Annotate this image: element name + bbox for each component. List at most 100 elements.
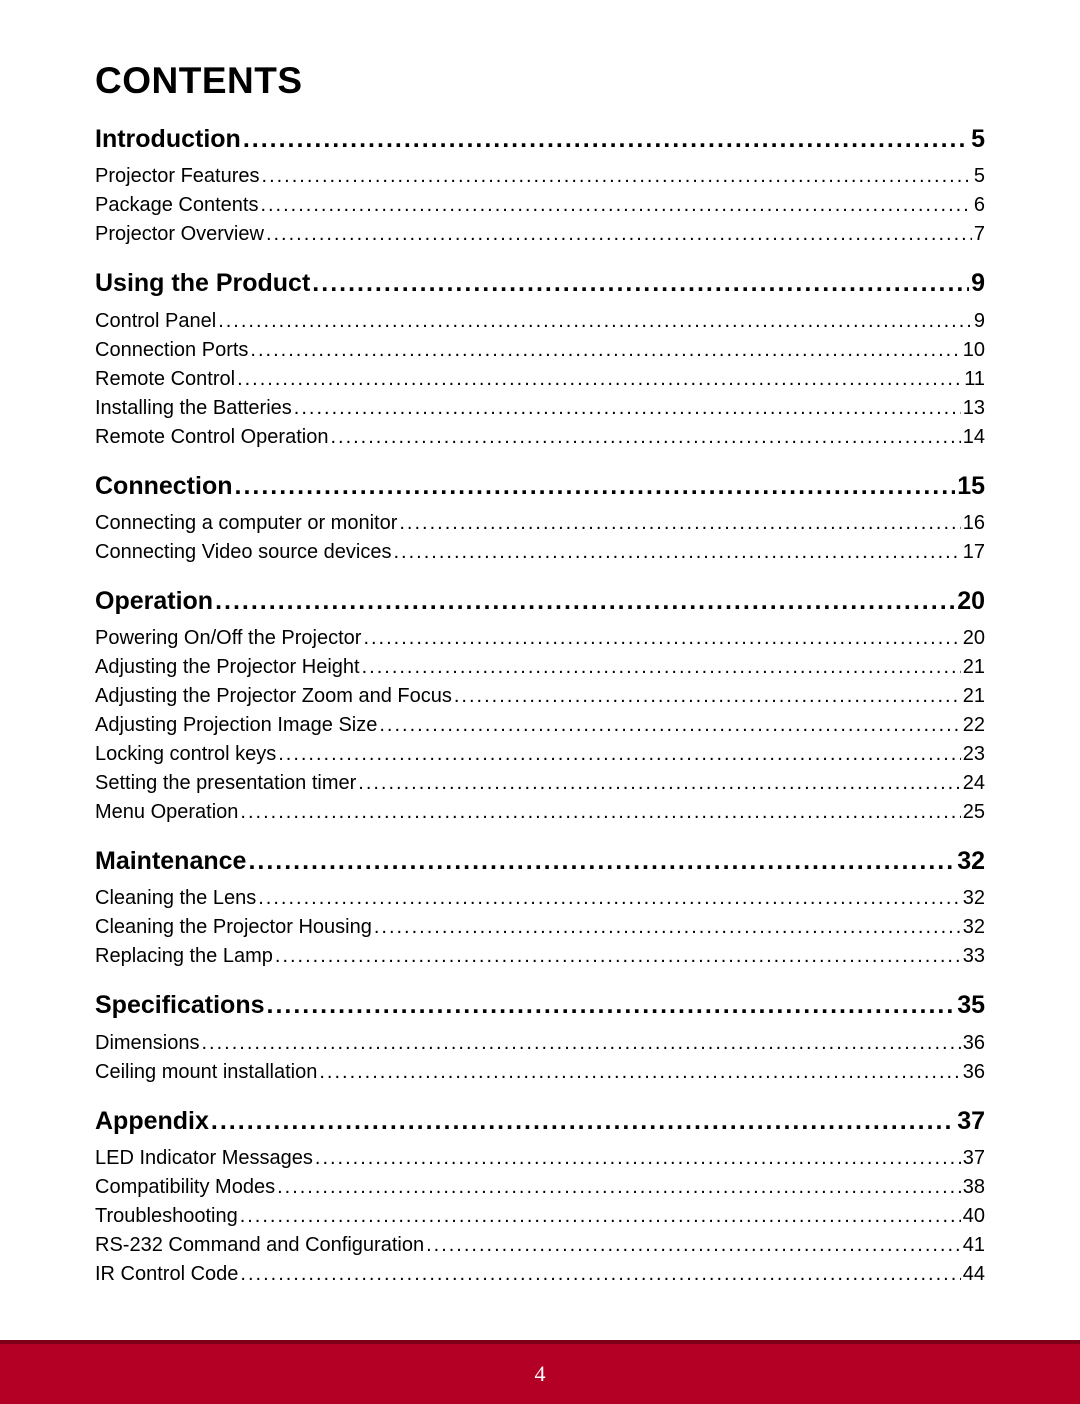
toc-sub-row[interactable]: Replacing the Lamp .....................… [95,943,985,970]
toc-sub-page: 9 [972,308,985,335]
toc-leader-dots: ........................................… [313,1145,961,1172]
toc-sub-row[interactable]: IR Control Code ........................… [95,1261,985,1288]
toc-sub-label: Menu Operation [95,799,238,826]
toc-sub-page: 17 [961,539,985,566]
toc-leader-dots: ........................................… [372,914,961,941]
toc-leader-dots: ........................................… [391,539,960,566]
toc-section: Operation ..............................… [95,586,985,826]
toc-sub-row[interactable]: Setting the presentation timer .........… [95,770,985,797]
toc-leader-dots: ........................................… [360,654,961,681]
toc-sub-row[interactable]: Dimensions .............................… [95,1030,985,1057]
toc-sub-page: 7 [972,221,985,248]
toc-sub-label: Setting the presentation timer [95,770,356,797]
contents-heading: CONTENTS [95,60,985,102]
toc-sub-label: Control Panel [95,308,216,335]
content-area: CONTENTS Introduction ..................… [0,0,1080,1288]
toc-leader-dots: ........................................… [397,510,960,537]
toc-sub-page: 36 [961,1030,985,1057]
toc-sub-row[interactable]: Cleaning the Projector Housing .........… [95,914,985,941]
toc-sub-label: Projector Features [95,163,260,190]
toc-sub-row[interactable]: Adjusting the Projector Height .........… [95,654,985,681]
toc-leader-dots: ........................................… [377,712,960,739]
toc-sub-label: Installing the Batteries [95,395,292,422]
toc-leader-dots: ........................................… [273,943,961,970]
toc-leader-dots: ........................................… [241,124,969,155]
toc-section-row[interactable]: Introduction ...........................… [95,124,985,155]
toc-section: Introduction ...........................… [95,124,985,248]
toc-sub-row[interactable]: Compatibility Modes ....................… [95,1174,985,1201]
toc-section: Specifications .........................… [95,990,985,1085]
toc-sub-page: 24 [961,770,985,797]
footer-band: 4 [0,1344,1080,1404]
toc-sub-page: 25 [961,799,985,826]
toc-section-row[interactable]: Using the Product ......................… [95,268,985,299]
toc-section-label: Appendix [95,1106,209,1137]
toc-sub-label: Adjusting Projection Image Size [95,712,377,739]
toc-sub-row[interactable]: Adjusting Projection Image Size ........… [95,712,985,739]
toc-section-page: 20 [955,586,985,617]
toc-section-row[interactable]: Connection .............................… [95,471,985,502]
toc-sub-row[interactable]: Installing the Batteries ...............… [95,395,985,422]
toc-sub-label: Adjusting the Projector Height [95,654,360,681]
toc-sub-row[interactable]: Locking control keys ...................… [95,741,985,768]
toc-leader-dots: ........................................… [452,683,961,710]
toc-sub-page: 5 [972,163,985,190]
toc-sub-page: 6 [972,192,985,219]
toc-section-row[interactable]: Operation ..............................… [95,586,985,617]
toc-sub-row[interactable]: LED Indicator Messages .................… [95,1145,985,1172]
toc-sub-row[interactable]: Connecting Video source devices ........… [95,539,985,566]
toc-sub-label: Dimensions [95,1030,199,1057]
toc-sub-label: Cleaning the Lens [95,885,256,912]
toc-leader-dots: ........................................… [238,1261,960,1288]
toc-section-page: 9 [969,268,985,299]
toc-leader-dots: ........................................… [235,366,962,393]
toc-section: Using the Product ......................… [95,268,985,450]
toc-sub-page: 13 [961,395,985,422]
toc-sub-row[interactable]: Control Panel ..........................… [95,308,985,335]
toc-section-row[interactable]: Appendix ...............................… [95,1106,985,1137]
footer-page-number: 4 [535,1361,546,1387]
toc-sub-row[interactable]: Projector Overview .....................… [95,221,985,248]
toc-sub-label: Package Contents [95,192,258,219]
toc-leader-dots: ........................................… [238,799,960,826]
toc-sub-row[interactable]: Remote Control .........................… [95,366,985,393]
toc-sub-row[interactable]: Connection Ports .......................… [95,337,985,364]
toc-sub-row[interactable]: Connecting a computer or monitor .......… [95,510,985,537]
toc-sub-page: 21 [961,683,985,710]
toc-leader-dots: ........................................… [317,1059,960,1086]
toc-section: Appendix ...............................… [95,1106,985,1288]
toc-sub-label: Remote Control [95,366,235,393]
page: CONTENTS Introduction ..................… [0,0,1080,1404]
toc-sub-label: Connection Ports [95,337,248,364]
toc-leader-dots: ........................................… [310,268,969,299]
toc-sub-label: Locking control keys [95,741,276,768]
footer: 4 [0,1344,1080,1404]
toc-leader-dots: ........................................… [199,1030,960,1057]
toc-sub-row[interactable]: Troubleshooting ........................… [95,1203,985,1230]
toc-sub-row[interactable]: RS-232 Command and Configuration .......… [95,1232,985,1259]
toc-sub-page: 33 [961,943,985,970]
toc-sub-page: 23 [961,741,985,768]
toc-leader-dots: ........................................… [328,424,960,451]
toc-sub-row[interactable]: Package Contents .......................… [95,192,985,219]
toc-section-page: 5 [969,124,985,155]
toc-section-label: Connection [95,471,233,502]
toc-sub-row[interactable]: Remote Control Operation ...............… [95,424,985,451]
toc-sub-row[interactable]: Menu Operation .........................… [95,799,985,826]
toc-leader-dots: ........................................… [276,741,961,768]
toc-sub-row[interactable]: Adjusting the Projector Zoom and Focus .… [95,683,985,710]
toc-sub-page: 37 [961,1145,985,1172]
toc-sub-row[interactable]: Projector Features .....................… [95,163,985,190]
toc-sub-row[interactable]: Cleaning the Lens ......................… [95,885,985,912]
toc-sub-page: 38 [961,1174,985,1201]
toc-section-label: Introduction [95,124,241,155]
toc-section-row[interactable]: Specifications .........................… [95,990,985,1021]
toc-sub-page: 41 [961,1232,985,1259]
toc-section: Connection .............................… [95,471,985,566]
toc-sub-label: IR Control Code [95,1261,238,1288]
toc-section-page: 15 [955,471,985,502]
toc-section-row[interactable]: Maintenance ............................… [95,846,985,877]
toc-sub-row[interactable]: Powering On/Off the Projector ..........… [95,625,985,652]
toc-sub-row[interactable]: Ceiling mount installation .............… [95,1059,985,1086]
toc-sub-page: 14 [961,424,985,451]
